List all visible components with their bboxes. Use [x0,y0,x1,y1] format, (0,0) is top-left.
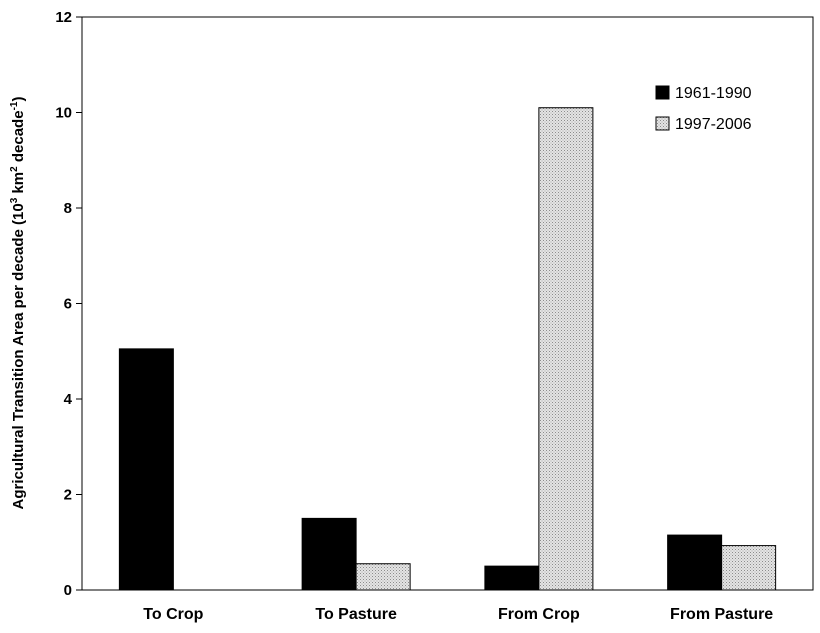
y-axis: 0 2 4 6 8 10 12 [55,9,82,599]
bars-group [118,107,777,591]
x-axis-labels: To Crop To Pasture From Crop From Pasture [143,606,773,623]
x-category-label: To Pasture [315,606,397,623]
y-tick-label: 6 [64,296,72,313]
y-tick-label: 10 [55,105,72,122]
y-tick-label: 0 [64,582,72,599]
bar-1961-1990-to-pasture [301,517,357,591]
y-tick-label: 4 [64,391,73,408]
y-axis-title: Agricultural Transition Area per decade … [9,97,27,510]
bar-1997-2006-from-pasture [721,545,777,591]
y-tick-label: 2 [64,487,72,504]
y-tick-label: 12 [55,9,72,26]
legend-label-1997-2006: 1997-2006 [675,116,752,133]
x-category-label: From Pasture [670,606,773,623]
y-axis-title-sup-2: 2 [9,166,20,172]
y-axis-title-sup-3: -1 [9,101,20,110]
bar-1997-2006-to-pasture [355,563,411,591]
y-axis-title-sup-1: 3 [9,197,20,203]
bar-1997-2006-from-crop [538,107,594,591]
legend-label-1961-1990: 1961-1990 [675,85,752,102]
x-category-label: From Crop [498,606,580,623]
legend-swatch-1961-1990 [655,85,670,100]
x-category-label: To Crop [143,606,203,623]
legend-swatch-1997-2006 [655,116,670,131]
bar-1961-1990-to-crop [118,348,174,591]
y-tick-label: 8 [64,200,72,217]
bar-1961-1990-from-crop [484,565,540,591]
plot-area [81,16,814,591]
bar-1961-1990-from-pasture [667,534,723,591]
legend: 1961-1990 1997-2006 [655,85,752,133]
